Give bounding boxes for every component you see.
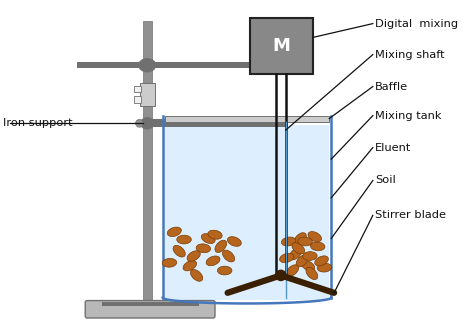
Ellipse shape: [296, 255, 308, 267]
Ellipse shape: [183, 261, 197, 271]
Text: Stirrer blade: Stirrer blade: [375, 210, 446, 220]
Text: Eluent: Eluent: [375, 142, 411, 153]
Text: Soil: Soil: [375, 175, 395, 186]
Ellipse shape: [308, 232, 321, 242]
Ellipse shape: [140, 117, 154, 129]
Bar: [164, 115, 329, 122]
FancyBboxPatch shape: [85, 301, 215, 318]
Bar: [140, 83, 155, 106]
Ellipse shape: [173, 245, 185, 257]
Bar: [102, 302, 199, 306]
Ellipse shape: [317, 263, 332, 272]
Ellipse shape: [187, 251, 201, 261]
Bar: [164, 125, 329, 300]
Text: Iron support: Iron support: [3, 118, 73, 128]
Ellipse shape: [162, 258, 177, 267]
Text: M: M: [273, 37, 290, 55]
Bar: [143, 21, 152, 306]
Ellipse shape: [167, 227, 182, 237]
Bar: [134, 86, 141, 92]
Ellipse shape: [301, 261, 315, 271]
Text: Mixing shaft: Mixing shaft: [375, 50, 445, 60]
Ellipse shape: [302, 252, 317, 260]
Ellipse shape: [228, 237, 241, 246]
Bar: [152, 62, 249, 68]
Ellipse shape: [201, 234, 215, 243]
Ellipse shape: [206, 256, 220, 266]
Ellipse shape: [196, 244, 210, 253]
Ellipse shape: [298, 237, 312, 246]
Ellipse shape: [191, 269, 203, 281]
Bar: [77, 62, 143, 68]
Bar: [134, 96, 141, 103]
Circle shape: [275, 269, 287, 281]
Ellipse shape: [138, 59, 156, 72]
Ellipse shape: [222, 250, 235, 262]
Ellipse shape: [208, 230, 222, 239]
Bar: [250, 18, 313, 74]
Bar: [152, 119, 288, 127]
Ellipse shape: [177, 235, 191, 244]
Circle shape: [136, 119, 143, 127]
Ellipse shape: [294, 233, 306, 244]
Ellipse shape: [215, 240, 227, 252]
Text: Baffle: Baffle: [375, 82, 408, 91]
Text: Mixing tank: Mixing tank: [375, 111, 441, 121]
Ellipse shape: [218, 266, 232, 275]
Ellipse shape: [280, 253, 294, 263]
Ellipse shape: [310, 242, 325, 251]
Ellipse shape: [315, 256, 328, 266]
Ellipse shape: [292, 243, 305, 254]
Ellipse shape: [286, 265, 299, 276]
Ellipse shape: [289, 248, 301, 260]
Ellipse shape: [306, 267, 318, 280]
Text: Digital  mixing: Digital mixing: [375, 19, 458, 29]
Ellipse shape: [282, 237, 296, 246]
